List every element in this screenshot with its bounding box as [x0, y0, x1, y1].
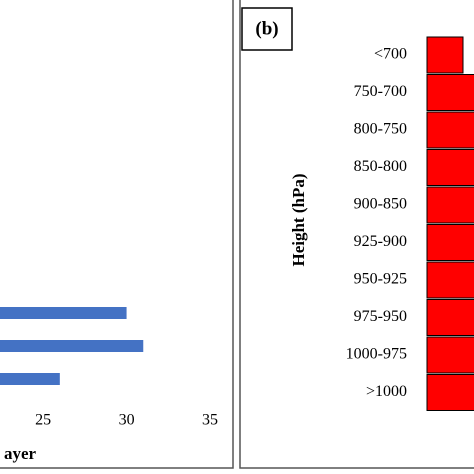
x-axis-label: ayer [4, 444, 37, 463]
bar [426, 336, 474, 374]
y-tick-label: 950-925 [354, 271, 407, 288]
x-tick-label: 35 [202, 412, 218, 429]
bar [426, 36, 464, 74]
bar [426, 111, 474, 149]
y-axis-label: Height (hPa) [289, 173, 308, 266]
y-tick-label: 1000-975 [346, 346, 407, 363]
bar [426, 149, 474, 186]
bar [426, 74, 474, 111]
y-tick-label: <700 [374, 46, 407, 63]
y-tick-label: 850-800 [354, 158, 407, 175]
bar [426, 261, 474, 299]
y-tick-label: 800-750 [354, 121, 407, 138]
panel-a-frame [0, 0, 234, 469]
bar [0, 340, 144, 352]
x-tick-label: 30 [119, 412, 135, 429]
bar [426, 374, 474, 411]
bar [0, 373, 60, 385]
bar [0, 307, 127, 319]
bar [426, 224, 474, 261]
y-tick-label: 900-850 [354, 196, 407, 213]
y-tick-label: 750-700 [354, 83, 407, 100]
y-tick-label: >1000 [366, 383, 407, 400]
x-tick-label: 25 [35, 412, 51, 429]
panel-label: (b) [255, 18, 278, 39]
bar [426, 186, 474, 224]
y-tick-label: 975-950 [354, 308, 407, 325]
panel-b-frame [239, 0, 474, 469]
bar [426, 299, 474, 336]
panel-label-box [241, 7, 293, 51]
y-tick-label: 925-900 [354, 233, 407, 250]
